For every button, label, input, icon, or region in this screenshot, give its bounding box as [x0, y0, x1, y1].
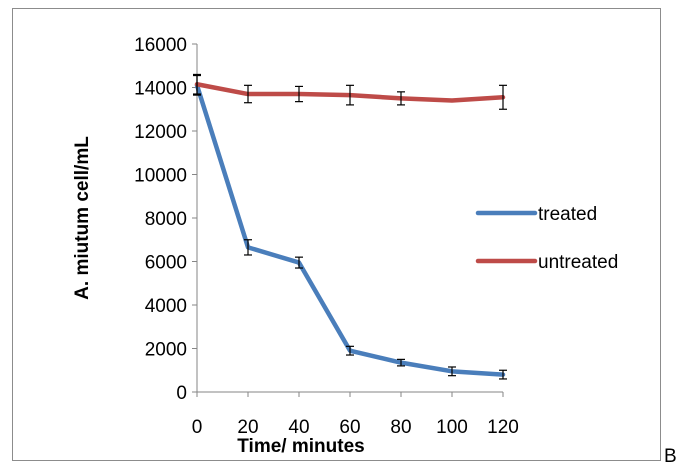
x-tick-label: 60 [339, 417, 360, 438]
series-layer [194, 81, 506, 377]
x-tick-label: 0 [192, 417, 203, 438]
error-bar-untreated [295, 85, 303, 103]
error-bar-untreated [346, 84, 354, 106]
y-tick-label: 16000 [134, 35, 187, 56]
axes [192, 43, 504, 397]
error-bar-treated [499, 369, 507, 380]
line-chart: 0 2000 4000 6000 8000 10000 12000 14000 16000 0 2… [72, 35, 618, 457]
y-tick-label: 6000 [145, 253, 187, 274]
error-bar-untreated [244, 84, 252, 104]
y-tick-label: 12000 [134, 122, 187, 143]
error-bar-treated [397, 358, 405, 367]
y-tick-labels: 0 2000 4000 6000 8000 10000 12000 14000 16000 [134, 35, 187, 404]
error-bars [193, 73, 507, 380]
error-bar-treated [244, 239, 252, 256]
trailing-text: B [664, 446, 677, 467]
y-tick-label: 14000 [134, 79, 187, 100]
error-bar-untreated [193, 73, 201, 95]
error-bar-treated [295, 256, 303, 269]
legend: treated untreated [475, 204, 618, 273]
x-tick-label: 120 [487, 417, 519, 438]
error-bar-treated [346, 345, 354, 356]
error-bar-untreated [499, 84, 507, 110]
legend-item-treated: treated [475, 204, 597, 225]
y-tick-label: 10000 [134, 166, 187, 187]
error-bar-untreated [397, 91, 405, 106]
error-bar-treated [448, 366, 456, 377]
y-tick-label: 0 [176, 383, 187, 404]
legend-item-untreated: untreated [475, 252, 618, 273]
x-tick-label: 80 [390, 417, 411, 438]
y-tick-label: 8000 [145, 209, 187, 230]
y-axis-title: A. miutum cell/mL [72, 136, 93, 300]
y-tick-label: 4000 [145, 296, 187, 317]
x-axis-title: Time/ minutes [237, 436, 364, 457]
x-tick-label: 20 [237, 417, 258, 438]
legend-label: treated [538, 204, 597, 225]
chart-frame: 0 2000 4000 6000 8000 10000 12000 14000 16000 0 2… [12, 8, 661, 461]
legend-label: untreated [538, 252, 618, 273]
x-tick-label: 40 [288, 417, 309, 438]
x-tick-label: 100 [436, 417, 468, 438]
y-tick-label: 2000 [145, 340, 187, 361]
series-line-treated [194, 83, 506, 377]
x-tick-labels: 0 20 40 60 80 100 120 [192, 417, 519, 438]
